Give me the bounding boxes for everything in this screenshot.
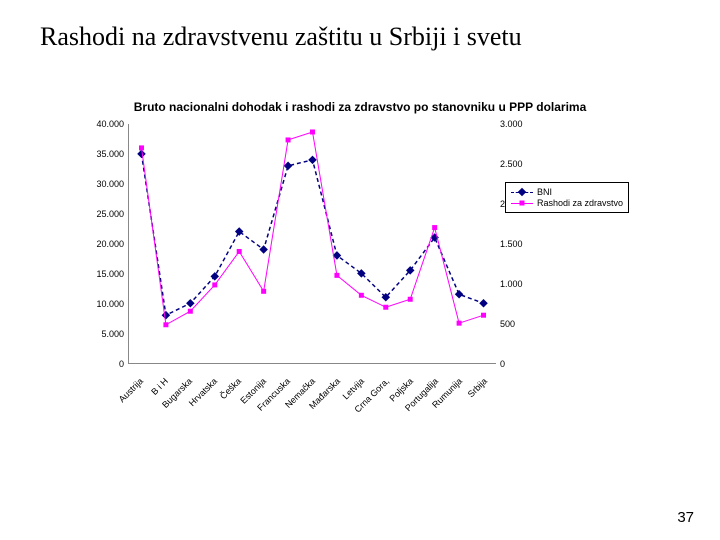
series-marker [261, 288, 266, 293]
y-right-tick: 1.000 [500, 279, 548, 289]
series-marker [481, 312, 486, 317]
series-marker [284, 161, 293, 170]
slide-title: Rashodi na zdravstvenu zaštitu u Srbiji … [40, 22, 522, 52]
legend-swatch [511, 187, 533, 197]
y-right-tick: 1.500 [500, 239, 548, 249]
series-marker [211, 272, 220, 281]
y-left-tick: 35.000 [74, 149, 124, 159]
y-right-tick: 3.000 [500, 119, 548, 129]
series-marker [286, 137, 291, 142]
x-tick-label: Srbija [465, 376, 488, 399]
series-marker [139, 145, 144, 150]
series-marker [457, 320, 462, 325]
series-marker [163, 322, 168, 327]
series-marker [237, 249, 242, 254]
y-right-tick: 2.500 [500, 159, 548, 169]
y-left-tick: 15.000 [74, 269, 124, 279]
series-marker [455, 290, 464, 299]
y-left-tick: 0 [74, 359, 124, 369]
chart-container: Bruto nacionalni dohodak i rashodi za zd… [80, 100, 640, 460]
series-marker [212, 282, 217, 287]
series-marker [308, 155, 317, 164]
series-marker [188, 308, 193, 313]
series-marker [408, 296, 413, 301]
legend-label: Rashodi za zdravstvo [537, 198, 623, 208]
y-right-axis: 05001.0001.5002.0002.5003.000 [500, 124, 548, 444]
x-axis-labels: AustrijaB i HBugarskaHrvatskaČeškaEstoni… [128, 370, 496, 440]
plot-area [128, 124, 496, 364]
chart-title: Bruto nacionalni dohodak i rashodi za zd… [80, 100, 640, 116]
legend-swatch [511, 198, 533, 208]
legend-label: BNI [537, 187, 552, 197]
plot-wrap: 05.00010.00015.00020.00025.00030.00035.0… [80, 124, 640, 444]
y-left-tick: 10.000 [74, 299, 124, 309]
series-marker [479, 299, 488, 308]
y-left-tick: 30.000 [74, 179, 124, 189]
y-left-tick: 25.000 [74, 209, 124, 219]
legend: BNIRashodi za zdravstvo [505, 182, 629, 213]
legend-item: BNI [511, 187, 623, 197]
series-marker [162, 311, 171, 320]
x-tick-label: B i H [149, 376, 170, 397]
legend-item: Rashodi za zdravstvo [511, 198, 623, 208]
y-right-tick: 500 [500, 319, 548, 329]
y-left-tick: 20.000 [74, 239, 124, 249]
series-marker [432, 225, 437, 230]
series-marker [334, 272, 339, 277]
y-left-tick: 40.000 [74, 119, 124, 129]
series-marker [310, 129, 315, 134]
chart-svg [129, 124, 496, 363]
series-marker [383, 304, 388, 309]
y-right-tick: 0 [500, 359, 548, 369]
page-number: 37 [677, 509, 694, 526]
series-marker [359, 292, 364, 297]
series-marker [259, 245, 268, 254]
series-marker [186, 299, 195, 308]
y-left-tick: 5.000 [74, 329, 124, 339]
